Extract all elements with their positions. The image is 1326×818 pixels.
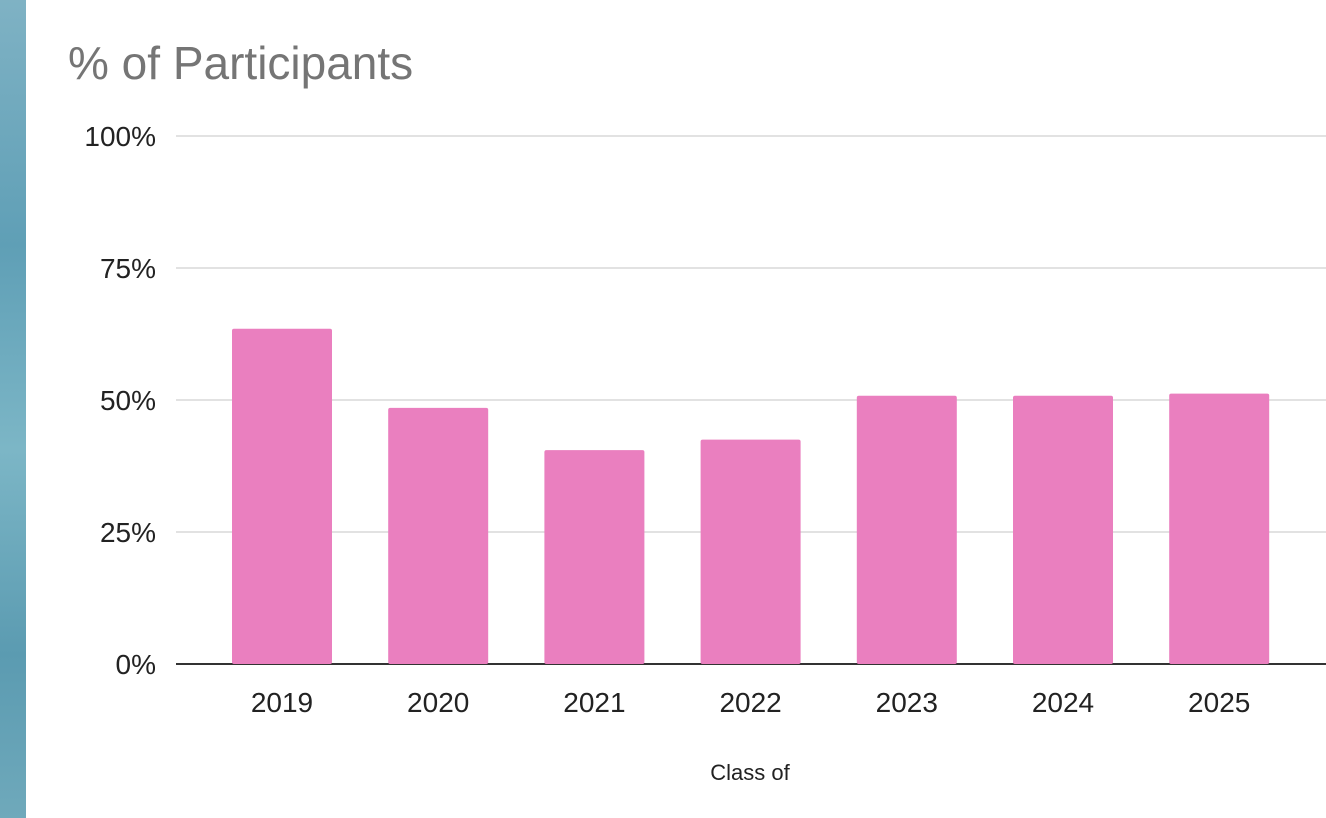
x-tick-label: 2020 — [407, 687, 469, 718]
bar-2020 — [388, 407, 489, 664]
gridlines — [176, 135, 1326, 665]
x-tick-label: 2023 — [876, 687, 938, 718]
y-tick-label: 75% — [100, 253, 156, 284]
x-tick-label: 2022 — [719, 687, 781, 718]
bars — [232, 328, 1270, 664]
y-tick-label: 0% — [116, 649, 156, 680]
bar-2019 — [232, 328, 332, 664]
bar-2025 — [1169, 393, 1270, 664]
chart-container: % of Participants 0% 25% 50% 75% 100% 2019 20… — [26, 0, 1326, 818]
y-tick-label: 25% — [100, 517, 156, 548]
background-strip — [0, 0, 26, 818]
y-tick-label: 50% — [100, 385, 156, 416]
bar-2021 — [544, 450, 645, 664]
x-tick-label: 2021 — [563, 687, 625, 718]
y-tick-label: 100% — [84, 121, 156, 152]
y-axis-ticks: 0% 25% 50% 75% 100% — [84, 121, 156, 680]
bar-chart: 0% 25% 50% 75% 100% 2019 2020 2021 2022 2023 2024… — [84, 121, 1326, 785]
bar-2022 — [700, 439, 801, 664]
x-axis-title: Class of — [710, 760, 790, 785]
x-tick-label: 2019 — [251, 687, 313, 718]
x-axis-ticks: 2019 2020 2021 2022 2023 2024 2025 — [251, 687, 1250, 718]
bar-2023 — [856, 395, 957, 664]
chart-title: % of Participants — [68, 37, 414, 89]
bar-2024 — [1013, 395, 1113, 664]
x-tick-label: 2024 — [1032, 687, 1094, 718]
x-tick-label: 2025 — [1188, 687, 1250, 718]
